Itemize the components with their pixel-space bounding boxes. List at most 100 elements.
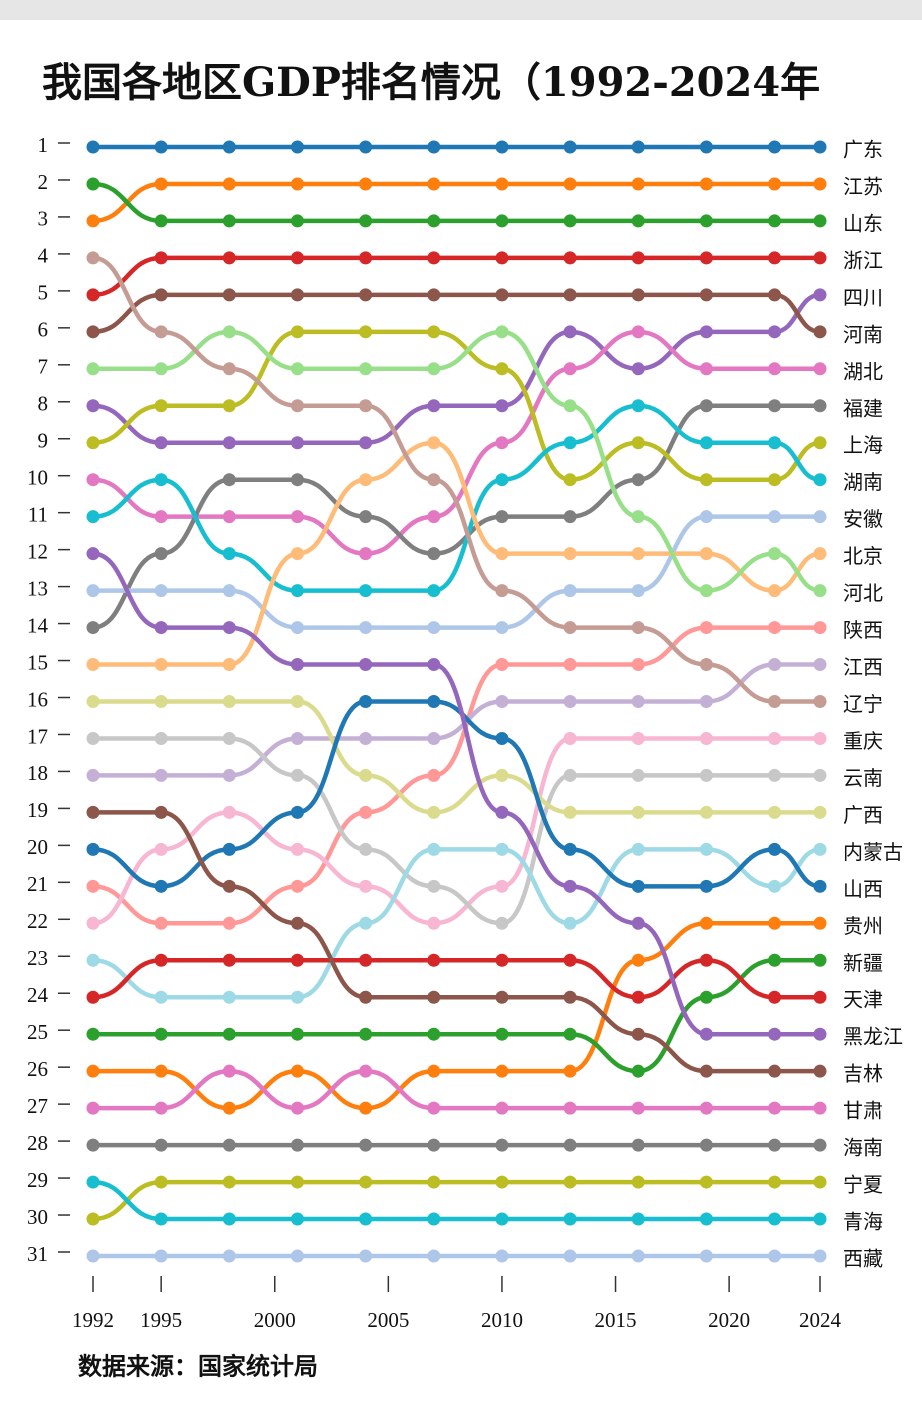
rank-dot [631,177,645,191]
rank-dot [563,584,577,598]
rank-dot [359,658,373,672]
rank-dot [86,547,100,561]
rank-dot [427,658,441,672]
rank-dot [222,1138,236,1152]
rank-dot [359,399,373,413]
rank-dot [813,584,827,598]
rank-dot [222,473,236,487]
rank-dot [813,473,827,487]
rank-dot [563,695,577,708]
rank-dot [563,805,577,819]
rank-dot [154,805,168,819]
rank-dot [768,953,782,967]
rank-dot [631,842,645,856]
rank-dot [631,399,645,413]
rank-dot [154,399,168,413]
rank-dot [563,990,577,1004]
rank-dot [427,768,441,782]
rank-dot [86,1212,100,1226]
rank-dot [768,621,782,635]
rank-dot [495,731,509,745]
rank-dot [222,288,236,302]
y-tick-label: 17 [27,724,48,748]
rank-dot [631,621,645,635]
rank-dot [86,879,100,893]
y-tick-label: 6 [38,318,49,342]
rank-dot [290,1138,304,1152]
rank-dot [768,584,782,598]
rank-dot [154,510,168,524]
rank-dot [427,1101,441,1115]
rank-dot [495,916,509,930]
y-tick-label: 5 [38,281,49,305]
y-tick-label: 9 [38,429,49,453]
rank-dot [699,1138,713,1152]
rank-dot [154,288,168,302]
rank-dot [768,990,782,1004]
series-label: 陕西 [843,618,883,642]
rank-dot [768,731,782,745]
rank-dot [86,1064,100,1078]
rank-dot [86,214,100,228]
rank-dot [290,621,304,635]
rank-dot [768,177,782,191]
rank-dot [813,916,827,930]
rank-dot [290,916,304,930]
rank-dot [563,177,577,191]
rank-dot [86,1138,100,1152]
rank-dot [359,1027,373,1041]
rank-dot [631,510,645,524]
rank-dot [86,1101,100,1115]
rank-dot [427,695,441,708]
rank-dot [154,731,168,745]
rank-dot [563,1175,577,1189]
rank-dot [699,1064,713,1078]
rank-line [92,1179,820,1222]
series-label: 上海 [843,433,883,457]
rank-dot [359,879,373,893]
rank-dot [813,325,827,339]
series-label: 重庆 [843,729,883,753]
rank-dot [427,916,441,930]
series-label: 云南 [843,766,883,790]
rank-dot [359,436,373,450]
rank-line [92,403,820,630]
rank-dot [427,731,441,745]
x-tick-label: 2015 [595,1308,637,1332]
rank-dot [427,436,441,450]
series-label: 山西 [843,877,883,901]
rank-dot [427,621,441,635]
rank-dot [154,658,168,672]
rank-dot [631,805,645,819]
x-tick-label: 2024 [799,1308,842,1332]
rank-dot [154,214,168,228]
rank-dot [154,1212,168,1226]
rank-dot [495,1249,509,1263]
rank-dot [290,879,304,893]
rank-dot [699,177,713,191]
rank-dot [154,1027,168,1041]
rank-line [93,1068,820,1111]
rank-dot [290,731,304,745]
rank-dot [290,510,304,524]
rank-dot [699,658,713,672]
series-label: 河北 [843,581,883,605]
rank-dot [563,1212,577,1226]
rank-dot [813,1175,827,1189]
series-label: 四川 [843,285,883,309]
x-tick-label: 2000 [254,1308,296,1332]
rank-dot [359,584,373,598]
rank-dot [563,251,577,265]
rank-dot [290,362,304,376]
y-tick-label: 19 [27,798,48,822]
rank-dot [359,695,373,708]
rank-dot [495,768,509,782]
rank-dot [222,177,236,191]
rank-dot [631,473,645,487]
rank-dot [768,805,782,819]
y-tick-label: 4 [38,244,49,268]
rank-dot [495,1101,509,1115]
rank-dot [359,1249,373,1263]
rank-dot [86,1027,100,1041]
rank-dot [699,1212,713,1226]
